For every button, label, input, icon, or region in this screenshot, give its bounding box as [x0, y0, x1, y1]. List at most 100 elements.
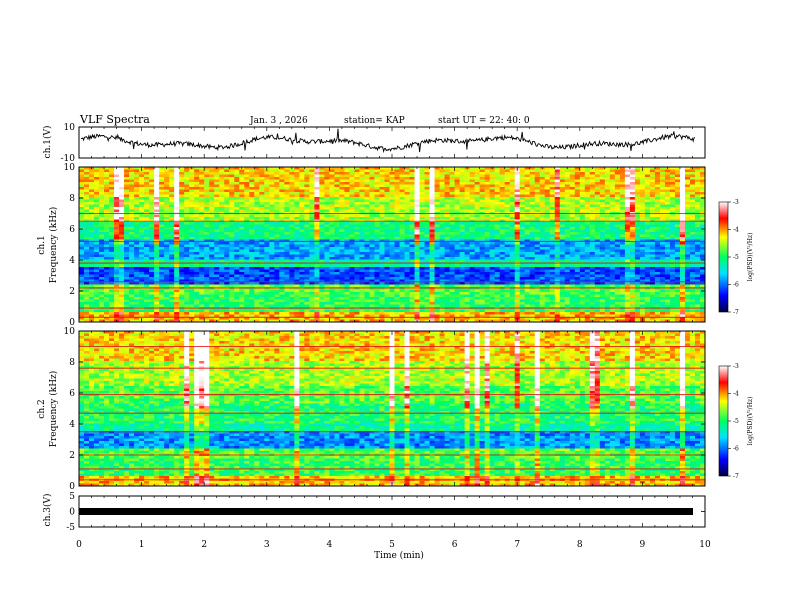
spectrogram-cell — [239, 257, 244, 260]
spectrogram-cell — [204, 242, 209, 245]
spectrogram-cell — [89, 215, 94, 218]
spectrogram-cell — [219, 177, 224, 180]
spectrogram-cell — [625, 177, 630, 180]
spectrogram-cell — [510, 187, 515, 190]
spectrogram-cell — [505, 255, 510, 258]
spectrogram-cell — [89, 235, 94, 238]
spectrogram-cell — [334, 202, 339, 205]
spectrogram-cell — [159, 255, 164, 258]
spectrogram-cell — [229, 252, 234, 255]
spectrogram-cell — [244, 172, 249, 175]
spectrogram-cell — [540, 227, 545, 230]
spectrogram-cell — [149, 250, 154, 253]
spectrogram-cell — [119, 260, 124, 263]
spectrogram-cell — [460, 172, 465, 175]
spectrogram-cell — [334, 257, 339, 260]
spectrogram-cell — [685, 182, 690, 185]
spectrogram-cell — [400, 245, 405, 248]
spectrogram-cell — [650, 247, 655, 250]
spectrogram-cell — [284, 215, 289, 218]
spectrogram-cell — [625, 172, 630, 175]
spectrogram-cell — [229, 177, 234, 180]
spectrogram-cell — [239, 197, 244, 200]
spectrogram-cell — [540, 235, 545, 238]
spectrogram-cell — [540, 232, 545, 235]
spectrogram-cell — [430, 172, 435, 175]
spectrogram-cell — [675, 180, 680, 183]
spectrogram-cell — [359, 187, 364, 190]
spectrogram-cell — [329, 252, 334, 255]
spectrogram-cell — [204, 235, 209, 238]
spectrogram-cell — [410, 180, 415, 183]
spectrogram-cell — [304, 175, 309, 178]
spectrogram-cell — [109, 217, 114, 220]
spectrogram-cell — [374, 257, 379, 260]
spectrogram-cell — [224, 202, 229, 205]
spectrogram-cell — [425, 215, 430, 218]
spectrogram-cell — [570, 192, 575, 195]
spectrogram-cell — [450, 180, 455, 183]
spectrogram-cell — [395, 235, 400, 238]
spectrogram-cell — [124, 235, 129, 238]
spectrogram-cell — [249, 182, 254, 185]
spectrogram-cell — [134, 195, 139, 198]
spectrogram-cell — [269, 197, 274, 200]
spectrogram-cell — [635, 217, 640, 220]
spectrogram-cell — [344, 260, 349, 263]
spectrogram-cell — [154, 250, 159, 253]
spectrogram-cell — [139, 210, 144, 213]
spectrogram-cell — [690, 255, 695, 258]
spectrogram-cell — [530, 182, 535, 185]
spectrogram-cell — [665, 197, 670, 200]
spectrogram-cell — [590, 260, 595, 263]
spectrogram-cell — [585, 190, 590, 193]
spectrogram-cell — [94, 225, 99, 228]
spectrogram-cell — [430, 260, 435, 263]
spectrogram-cell — [695, 252, 700, 255]
spectrogram-cell — [410, 242, 415, 245]
spectrogram-cell — [269, 230, 274, 233]
spectrogram-cell — [84, 205, 89, 208]
spectrogram-cell — [520, 217, 525, 220]
spectrogram-cell — [284, 217, 289, 220]
spectrogram-cell — [134, 230, 139, 233]
spectrogram-cell — [189, 170, 194, 173]
spectrogram-cell — [179, 257, 184, 260]
spectrogram-cell — [309, 235, 314, 238]
spectrogram-cell — [224, 245, 229, 248]
spectrogram-cell — [349, 217, 354, 220]
spectrogram-cell — [485, 237, 490, 240]
spectrogram-cell — [89, 227, 94, 230]
spectrogram-cell — [349, 230, 354, 233]
spectrogram-cell — [324, 175, 329, 178]
spectrogram-cell — [344, 210, 349, 213]
spectrogram-cell — [610, 202, 615, 205]
spectrogram-cell — [650, 180, 655, 183]
spectrogram-cell — [234, 202, 239, 205]
spectrogram-cell — [204, 192, 209, 195]
spectrogram-cell — [289, 172, 294, 175]
spectrogram-cell — [485, 210, 490, 213]
spectrogram-cell — [89, 180, 94, 183]
spectrogram-cell — [645, 190, 650, 193]
spectrogram-cell — [384, 177, 389, 180]
spectrogram-cell — [354, 260, 359, 263]
spectrogram-cell — [109, 237, 114, 240]
spectrogram-cell — [349, 255, 354, 258]
spectrogram-cell — [154, 192, 159, 195]
spectrogram-cell — [690, 230, 695, 233]
spectrogram-cell — [580, 225, 585, 228]
spectrogram-cell — [675, 210, 680, 213]
spectrogram-cell — [369, 195, 374, 198]
spectrogram-cell — [410, 260, 415, 263]
spectrogram-cell — [159, 247, 164, 250]
spectrogram-cell — [319, 175, 324, 178]
spectrogram-cell — [595, 222, 600, 225]
spectrogram-cell — [129, 192, 134, 195]
spectrogram-cell — [184, 187, 189, 190]
spectrogram-cell — [199, 200, 204, 203]
spectrogram-cell — [655, 187, 660, 190]
spectrogram-cell — [374, 195, 379, 198]
spectrogram-cell — [304, 170, 309, 173]
spectrogram-cell — [144, 192, 149, 195]
